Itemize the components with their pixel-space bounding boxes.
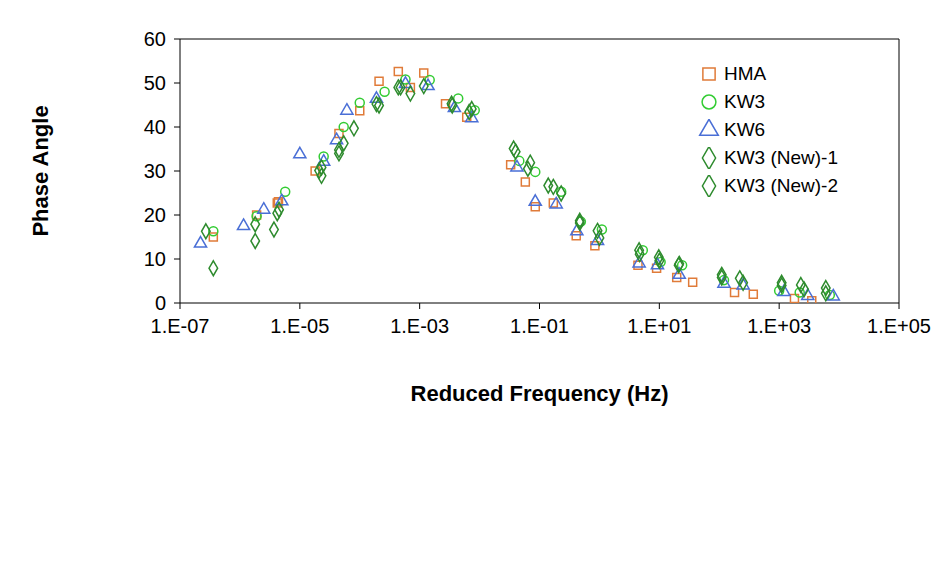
html-text:KW3: KW3 [724, 91, 766, 112]
svg-text:Reduced Frequency (Hz): Reduced Frequency (Hz) [411, 381, 669, 406]
svg-text:1.E-01: 1.E-01 [510, 315, 569, 337]
svg-text:Phase Angle: Phase Angle [28, 105, 53, 236]
svg-text:60: 60 [144, 28, 166, 50]
svg-text:40: 40 [144, 116, 166, 138]
svg-text:0: 0 [155, 292, 166, 314]
svg-text:30: 30 [144, 160, 166, 182]
svg-text:10: 10 [144, 248, 166, 270]
html-text:HMA: HMA [724, 63, 767, 84]
html-text:KW3 (New)-2: KW3 (New)-2 [724, 175, 838, 196]
svg-text:1.E-05: 1.E-05 [270, 315, 329, 337]
svg-text:1.E+05: 1.E+05 [867, 315, 931, 337]
svg-text:1.E-03: 1.E-03 [390, 315, 449, 337]
html-text:KW6: KW6 [724, 119, 766, 140]
svg-text:20: 20 [144, 204, 166, 226]
svg-text:1.E+01: 1.E+01 [627, 315, 691, 337]
svg-text:50: 50 [144, 72, 166, 94]
svg-text:1.E-07: 1.E-07 [151, 315, 210, 337]
html-text:KW3 (New)-1: KW3 (New)-1 [724, 147, 838, 168]
svg-text:1.E+03: 1.E+03 [747, 315, 811, 337]
